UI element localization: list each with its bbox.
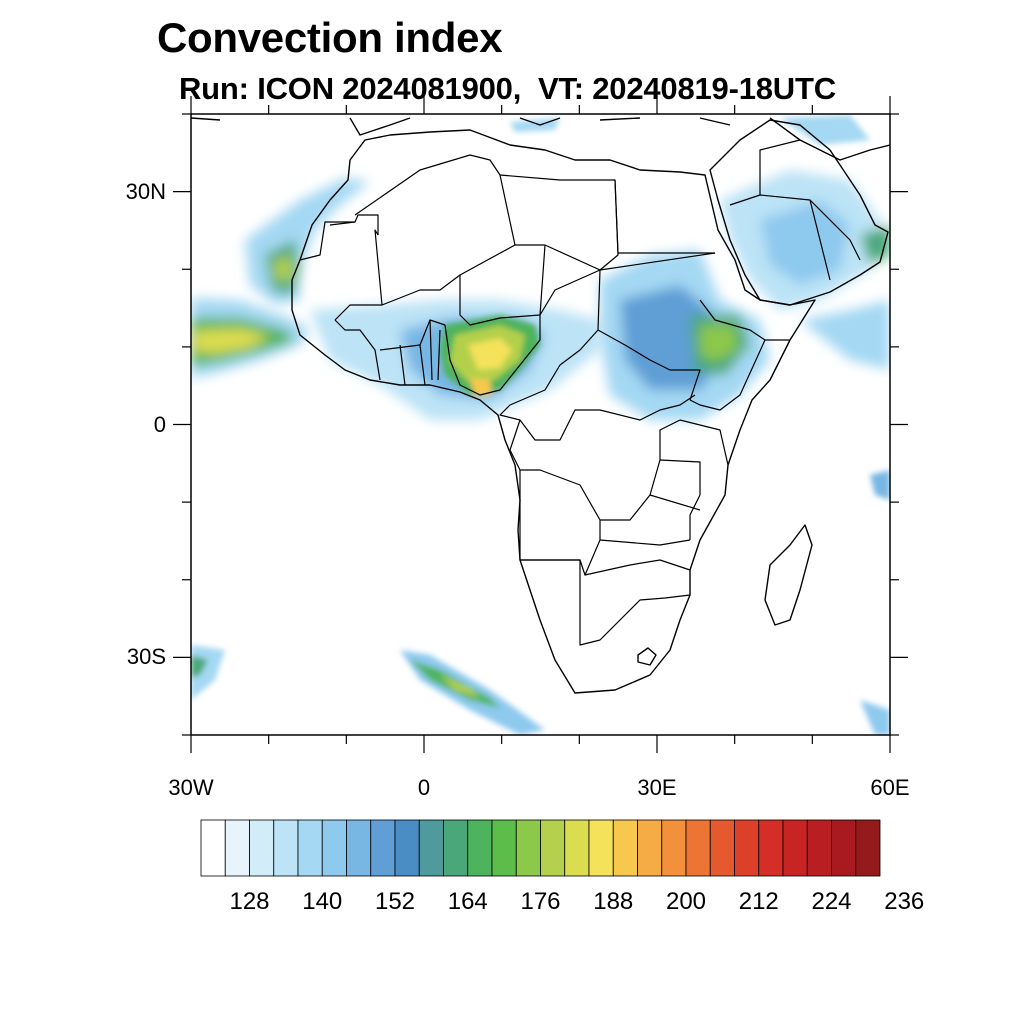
- field-atlantic-itcz-core: [195, 328, 270, 354]
- lesotho-border: [637, 647, 657, 666]
- border-west-africa: [334, 319, 446, 386]
- border-libya: [499, 174, 619, 271]
- field-corners: [191, 470, 890, 735]
- field-front-core: [440, 675, 480, 698]
- colorbar-swatch: [758, 819, 784, 877]
- colorbar-swatch: [346, 819, 372, 877]
- colorbar-swatch: [491, 819, 517, 877]
- colorbar-swatch: [224, 819, 250, 877]
- colorbar: [200, 819, 881, 877]
- axis-ticks: [173, 96, 908, 753]
- colorbar-label: 236: [884, 888, 925, 915]
- border-drc: [509, 419, 681, 521]
- colorbar-swatch: [709, 819, 735, 877]
- field-west-coast: [245, 178, 370, 305]
- colorbar-swatch: [637, 819, 663, 877]
- border-nigeria: [444, 315, 541, 396]
- field-nigeria: [440, 315, 540, 396]
- colorbar-label: 188: [593, 888, 634, 915]
- border-ethiopia: [689, 299, 790, 411]
- border-southern-africa: [520, 539, 691, 646]
- europe-coastline: [191, 117, 890, 161]
- country-borders: [299, 139, 861, 646]
- colorbar-swatch: [200, 819, 226, 877]
- colorbar-label: 176: [520, 888, 561, 915]
- field-nigeria-peak: [470, 378, 492, 396]
- border-niger-chad: [459, 244, 601, 366]
- lat-tick-label: 30N: [125, 178, 166, 204]
- colorbar-swatch: [321, 819, 347, 877]
- border-arabia: [729, 139, 861, 281]
- colorbar-swatch: [418, 819, 444, 877]
- border-egypt: [614, 179, 715, 254]
- colorbar-swatch: [588, 819, 614, 877]
- border-central-africa: [499, 364, 696, 441]
- field-arabia-mid: [760, 200, 850, 285]
- colorbar-swatch: [467, 819, 493, 877]
- colorbar-swatch: [540, 819, 566, 877]
- madagascar-coastline: [764, 524, 813, 626]
- colorbar-label: 128: [229, 888, 270, 915]
- border-western-sahara: [329, 214, 379, 235]
- field-east-edge: [870, 470, 890, 500]
- colorbar-swatch: [782, 819, 808, 877]
- field-med-west: [510, 118, 560, 132]
- field-south-atlantic-front: [400, 650, 545, 735]
- colorbar-swatch: [734, 819, 760, 877]
- field-ethiopia-core: [700, 325, 738, 362]
- colorbar-label: 200: [665, 888, 707, 915]
- colorbar-label: 212: [738, 888, 779, 915]
- border-east-africa: [649, 419, 729, 540]
- field-southwest-core: [191, 655, 208, 678]
- colorbar-swatch: [612, 819, 638, 877]
- lon-tick-label: 60E: [870, 775, 910, 800]
- field-atlantic-itcz: [191, 298, 310, 378]
- field-arabia: [720, 170, 890, 370]
- lon-tick-label: 30E: [637, 775, 677, 800]
- field-southeast-corner: [860, 700, 890, 735]
- colorbar-swatch: [564, 819, 590, 877]
- colorbar-swatch: [831, 819, 857, 877]
- colorbar-swatch: [394, 819, 420, 877]
- field-arabian-sea: [800, 300, 890, 370]
- chart-title: Convection index: [157, 14, 503, 61]
- colorbar-label: 164: [447, 888, 488, 915]
- colorbar-swatch: [370, 819, 396, 877]
- chart-subtitle: Run: ICON 2024081900, VT: 20240819-18UTC: [179, 71, 836, 106]
- lat-tick-label: 30S: [126, 644, 166, 670]
- colorbar-swatch: [297, 819, 323, 877]
- field-med-east: [780, 115, 870, 145]
- colorbar-swatch: [661, 819, 687, 877]
- colorbar-label: 140: [302, 888, 343, 915]
- border-sudan: [597, 252, 716, 401]
- lon-tick-label: 30W: [168, 775, 214, 800]
- arabia-coastline: [709, 119, 889, 306]
- colorbar-swatch: [855, 819, 881, 877]
- lon-tick-label: 0: [417, 775, 431, 800]
- field-east-africa: [600, 250, 770, 420]
- field-mediterranean: [510, 115, 870, 145]
- field-west-coast-core: [272, 255, 292, 282]
- colorbar-swatch: [273, 819, 299, 877]
- africa-coastline: [291, 129, 816, 694]
- colorbar-swatch: [249, 819, 275, 877]
- colorbar-swatch: [515, 819, 541, 877]
- colorbar-label: 152: [374, 888, 416, 915]
- convection-field: [191, 115, 890, 735]
- border-angola: [519, 470, 601, 576]
- lat-tick-label: 0: [153, 411, 166, 437]
- border-algeria-mali: [354, 154, 516, 306]
- colorbar-swatch: [806, 819, 832, 877]
- colorbar-label: 224: [811, 888, 852, 915]
- coastlines: [191, 117, 890, 694]
- field-nigeria-core: [468, 338, 512, 370]
- colorbar-swatch: [443, 819, 469, 877]
- field-west-coast-outer: [245, 178, 370, 305]
- colorbar-swatch: [685, 819, 711, 877]
